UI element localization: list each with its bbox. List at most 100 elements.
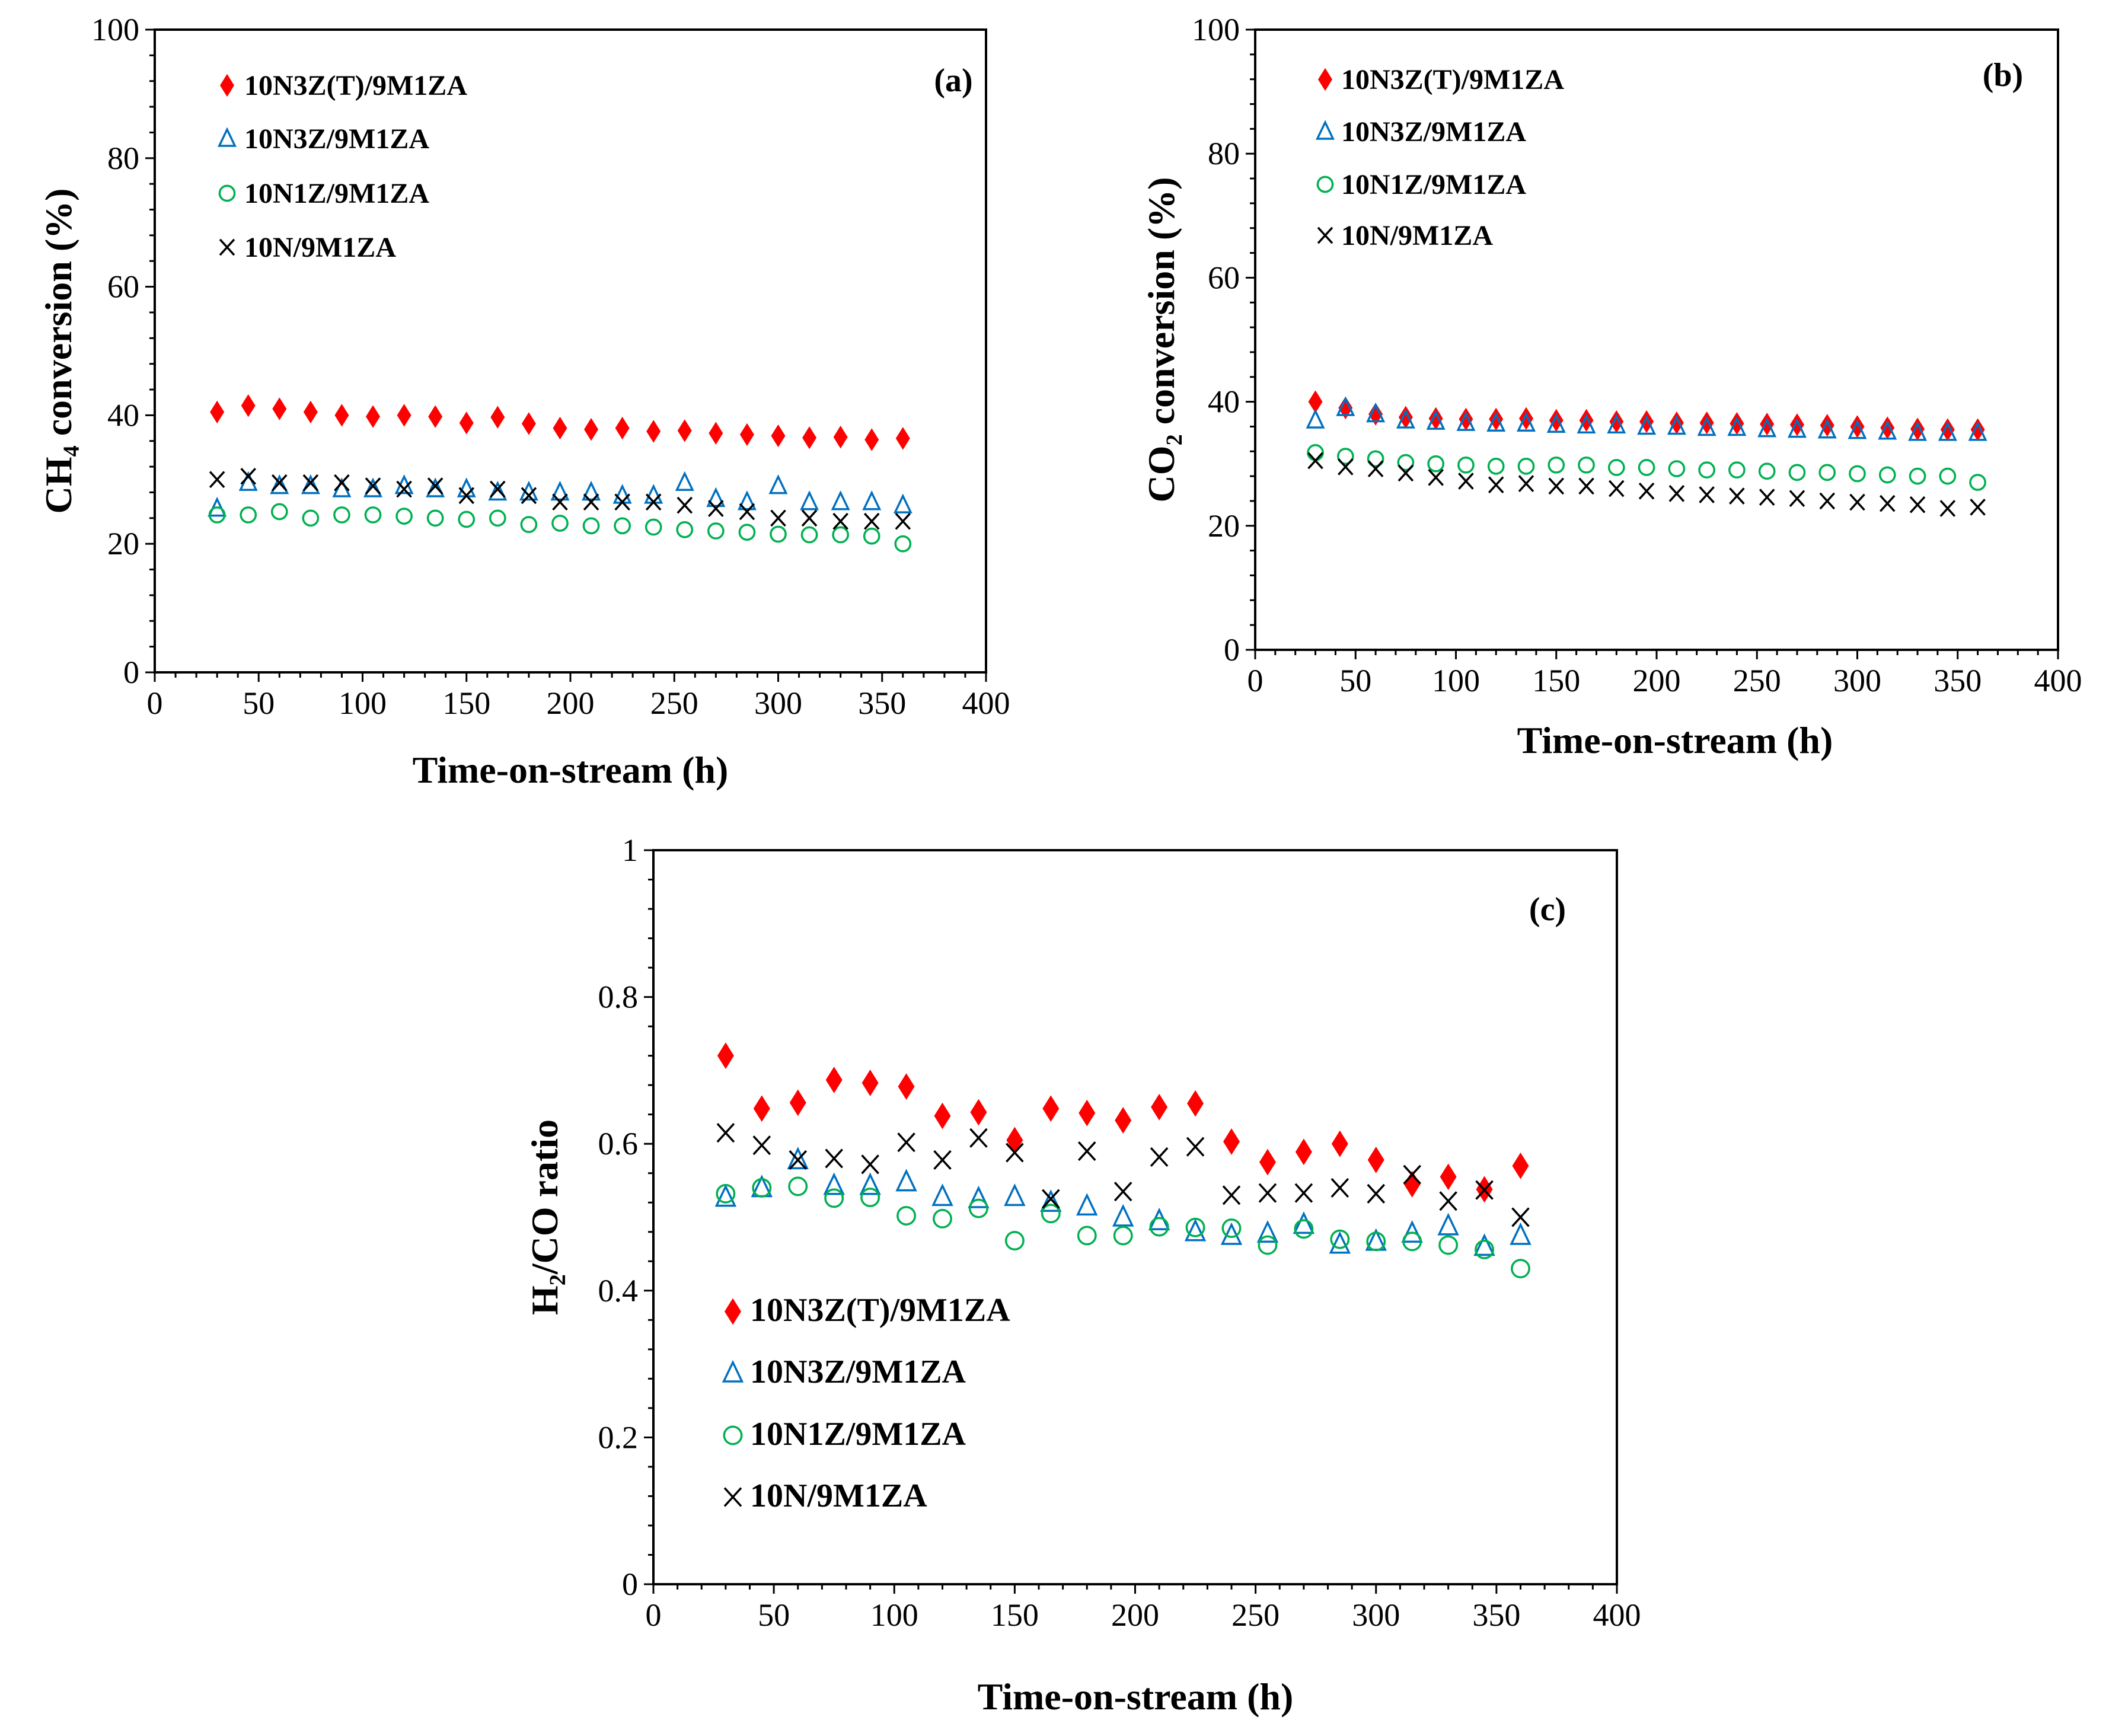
data-point (1438, 1235, 1459, 1255)
legend-label: 10N1Z/9M1ZA (750, 1416, 966, 1453)
data-point (614, 517, 631, 535)
data-point (1940, 418, 1955, 441)
x-tick-label: 200 (547, 685, 595, 721)
data-point (334, 404, 349, 427)
data-point (1518, 475, 1534, 493)
legend-marker (725, 1298, 741, 1325)
data-point (270, 503, 288, 521)
legend-label: 10N/9M1ZA (1341, 220, 1493, 251)
data-point (1295, 1138, 1312, 1166)
data-point (1938, 421, 1957, 441)
data-point (1367, 1147, 1384, 1173)
data-point (1510, 1222, 1532, 1245)
data-point (1368, 403, 1383, 426)
data-point (1221, 1218, 1242, 1239)
data-point (737, 490, 757, 510)
data-point (1220, 1222, 1243, 1245)
data-point (897, 1132, 915, 1153)
data-point (1440, 1163, 1457, 1191)
data-point (1578, 477, 1594, 495)
data-point (1308, 390, 1323, 413)
data-point (677, 496, 693, 514)
data-point (301, 474, 320, 494)
data-point (615, 416, 630, 440)
x-tick-label: 400 (1593, 1597, 1641, 1633)
y-tick-label: 40 (1208, 384, 1240, 420)
data-point (825, 1148, 843, 1169)
data-point (1609, 410, 1624, 433)
data-point (363, 477, 383, 497)
data-point (1329, 1231, 1351, 1254)
data-point (1878, 466, 1896, 484)
data-point (896, 1206, 917, 1226)
panel-label: (b) (1983, 57, 2023, 94)
data-point (458, 510, 476, 528)
data-point (1637, 414, 1657, 435)
series-10N3Z/9M1ZA (714, 1147, 1532, 1256)
series-10N3Z(T)/9M1ZA (717, 1042, 1529, 1203)
data-point (582, 480, 601, 501)
data-point (833, 426, 848, 449)
x-tick-label: 100 (339, 685, 387, 721)
data-point (365, 477, 381, 495)
data-point (1366, 1231, 1386, 1252)
data-point (1427, 455, 1444, 473)
data-point (788, 1176, 808, 1196)
x-axis-title: Time-on-stream (h) (1517, 719, 1833, 761)
x-tick-label: 350 (858, 685, 906, 721)
data-point (1698, 461, 1715, 479)
y-tick-label: 0.8 (598, 979, 639, 1015)
data-point (739, 503, 755, 521)
chart-panel-0: 0 50 100 150 200 250 300 350 400 0 20 40 60 80 100 Time… (37, 12, 1010, 791)
series-10N3Z(T)/9M1ZA (1308, 390, 1985, 441)
data-point (490, 406, 505, 429)
data-point (1849, 493, 1865, 511)
data-point (831, 490, 850, 510)
series-10N1Z/9M1ZA (716, 1176, 1530, 1279)
data-point (1149, 1217, 1169, 1237)
series-10N1Z/9M1ZA (208, 503, 912, 553)
series-10N3Z(T)/9M1ZA (210, 394, 910, 451)
data-point (1079, 1099, 1096, 1127)
data-point (644, 518, 662, 536)
data-point (716, 1183, 736, 1204)
data-point (1728, 461, 1746, 479)
data-point (1970, 499, 1986, 516)
data-point (1820, 414, 1834, 437)
data-point (708, 500, 724, 517)
data-point (787, 1147, 809, 1170)
x-tick-label: 200 (1111, 1597, 1159, 1633)
data-point (738, 524, 756, 541)
data-point (1757, 417, 1777, 438)
data-point (1667, 414, 1686, 435)
data-point (1428, 407, 1443, 430)
data-point (823, 1172, 845, 1195)
legend-marker (220, 74, 234, 97)
legend-marker (722, 1360, 744, 1383)
data-point (1489, 407, 1504, 431)
y-tick-label: 80 (1208, 136, 1240, 171)
data-point (583, 493, 599, 511)
data-point (303, 400, 318, 424)
data-point (863, 527, 880, 545)
data-point (968, 1198, 988, 1218)
x-tick-label: 250 (1231, 1597, 1280, 1633)
data-point (1223, 1128, 1240, 1155)
chart-panel-1: 0 50 100 150 200 250 300 350 400 0 20 40 60 80 100 Time… (1140, 12, 2082, 761)
data-point (1006, 1143, 1024, 1163)
data-point (832, 512, 848, 530)
data-point (1488, 476, 1504, 494)
data-point (1512, 1152, 1529, 1179)
x-tick-label: 400 (962, 685, 1010, 721)
data-point (1004, 1183, 1026, 1207)
x-tick-label: 250 (650, 685, 698, 721)
data-point (675, 471, 694, 491)
y-tick-label: 0.2 (598, 1419, 639, 1455)
data-point (1668, 460, 1686, 477)
data-point (1818, 464, 1836, 481)
data-point (1331, 1130, 1348, 1157)
data-point (717, 1042, 734, 1070)
y-tick-label: 100 (1192, 12, 1240, 47)
data-point (1402, 1231, 1422, 1252)
